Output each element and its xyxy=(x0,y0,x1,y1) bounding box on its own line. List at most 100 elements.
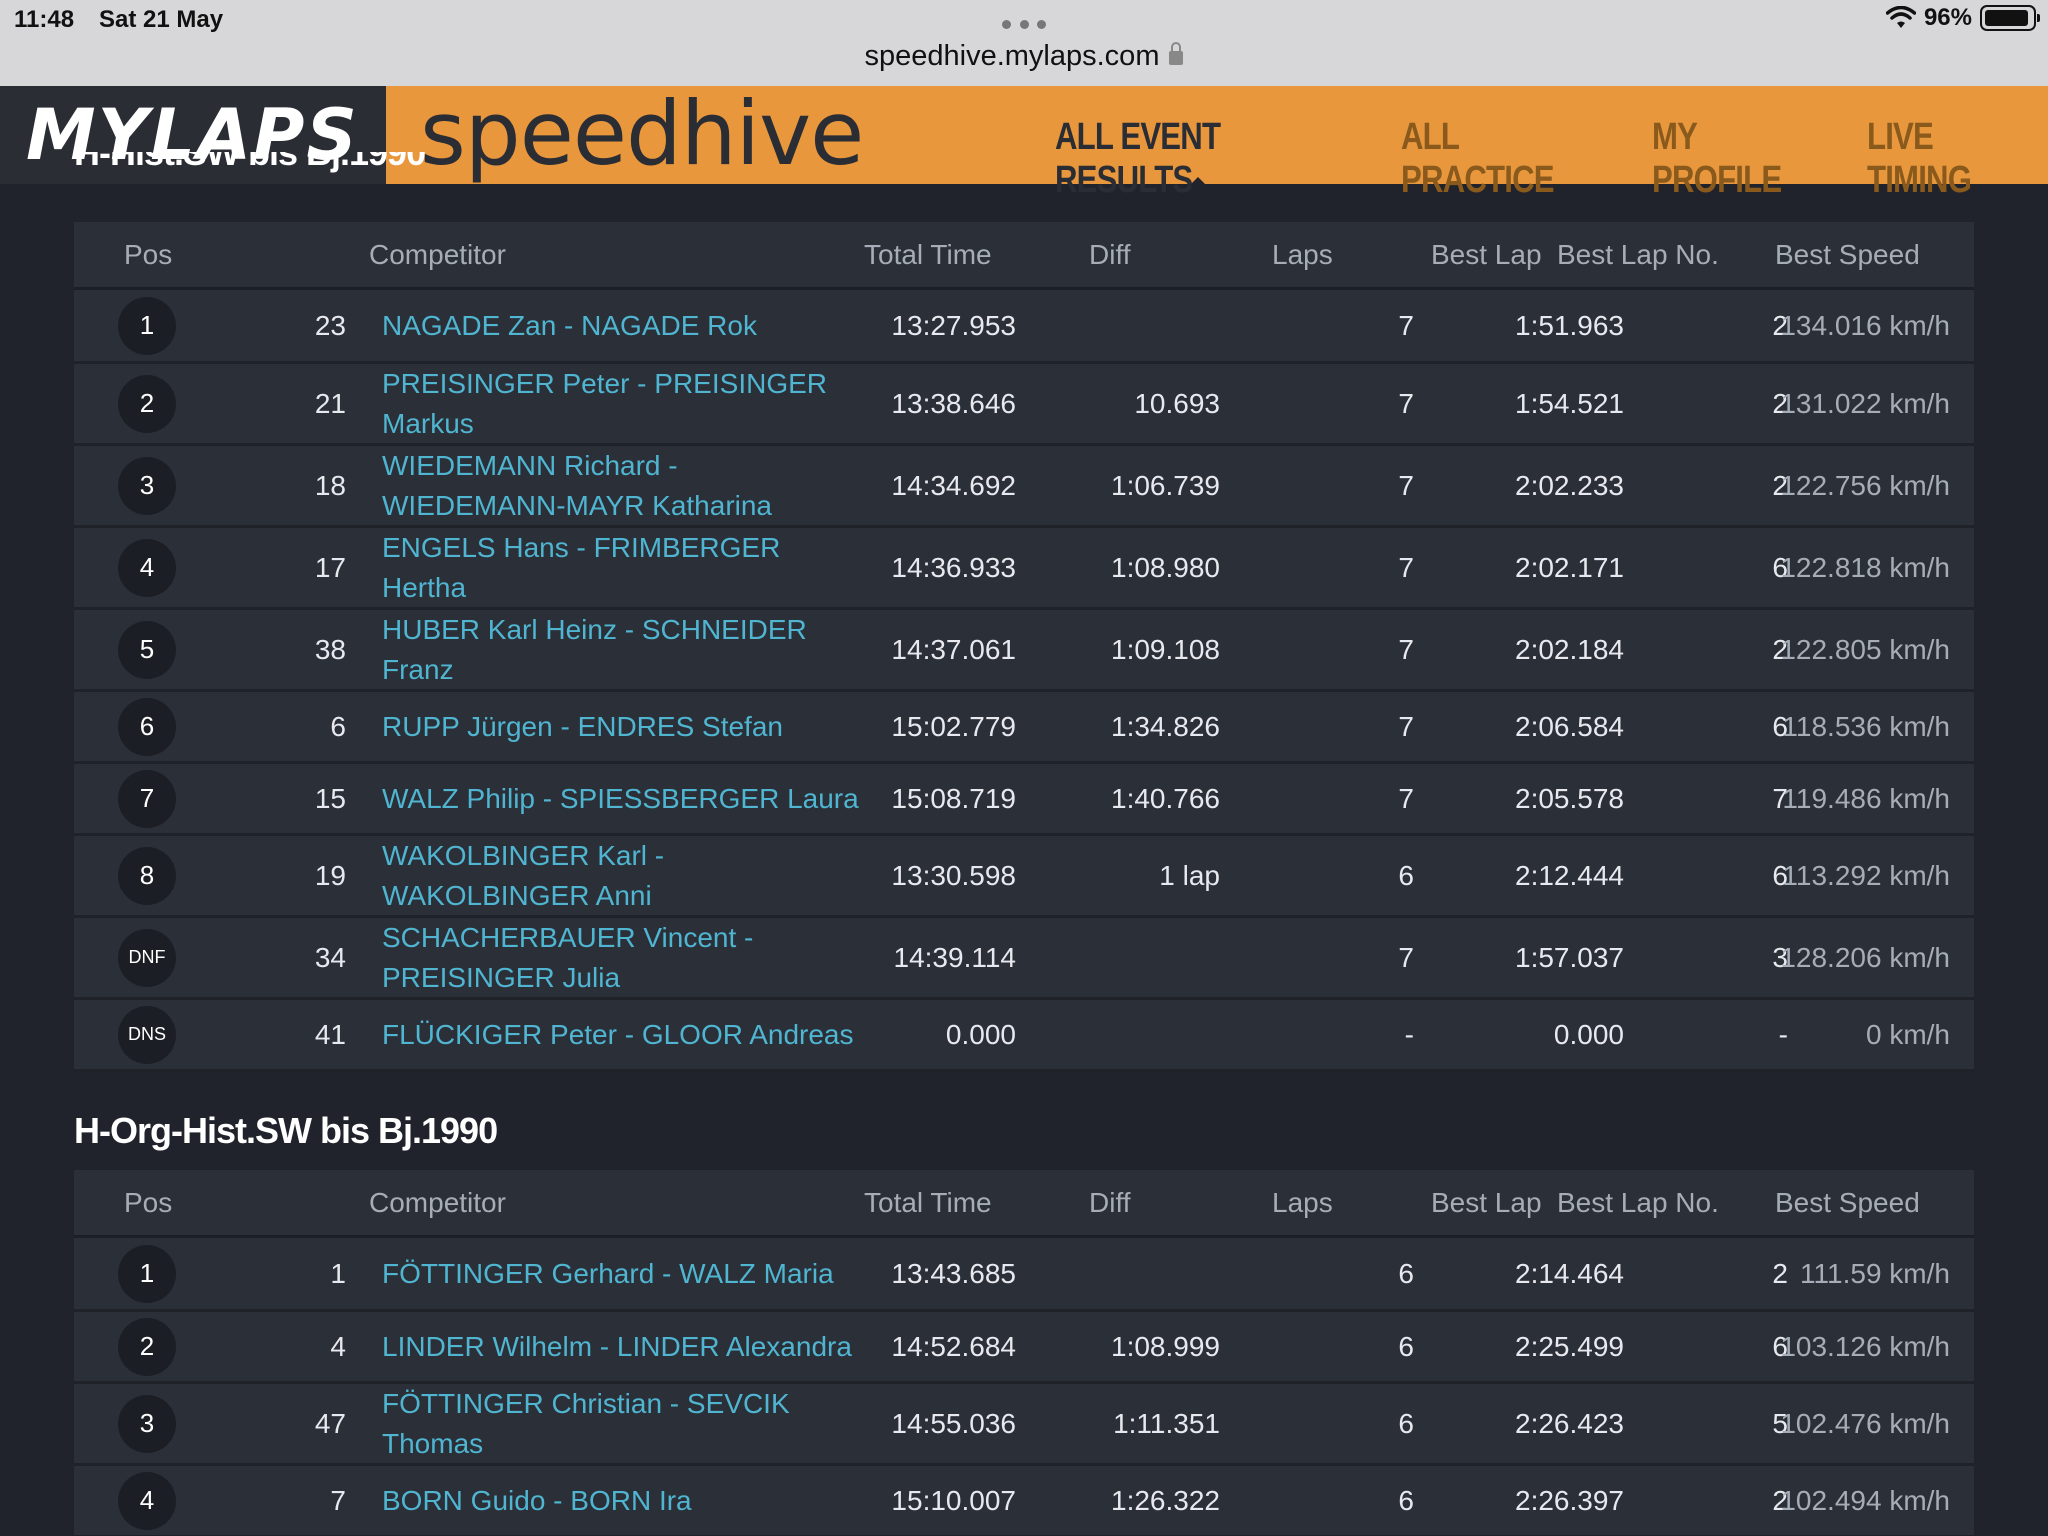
competitor-link[interactable]: WALZ Philip - SPIESSBERGER Laura xyxy=(382,782,859,814)
best-speed: 103.126 km/h xyxy=(1780,1330,1950,1362)
column-header[interactable]: Best Lap xyxy=(1431,1187,1542,1218)
competitor-link[interactable]: WAKOLBINGER Karl - WAKOLBINGER Anni xyxy=(382,839,665,911)
column-header[interactable]: Total Time xyxy=(864,1187,992,1218)
column-header[interactable]: Laps xyxy=(1272,1187,1333,1218)
time-diff: 1 lap xyxy=(1159,859,1220,891)
laps-count: 7 xyxy=(1398,710,1414,742)
competitor-link[interactable]: ENGELS Hans - FRIMBERGER Hertha xyxy=(382,531,781,603)
position-badge: DNS xyxy=(118,1005,176,1064)
address-bar[interactable]: speedhive.mylaps.com xyxy=(0,40,2048,73)
mylaps-logo[interactable]: MYLAPS xyxy=(0,86,386,184)
speedhive-logo[interactable]: speedhive xyxy=(420,82,864,185)
more-dots-icon[interactable] xyxy=(1002,20,1046,30)
laps-count: 6 xyxy=(1398,1330,1414,1362)
position-badge: 1 xyxy=(118,296,176,355)
car-number: 41 xyxy=(314,1018,346,1050)
competitor-link[interactable]: PREISINGER Peter - PREISINGER Markus xyxy=(382,367,827,439)
time-diff: 1:09.108 xyxy=(1111,633,1220,665)
clock: 11:48 xyxy=(14,6,75,33)
table-row[interactable]: 8 19 WAKOLBINGER Karl - WAKOLBINGER Anni 13… xyxy=(74,836,1974,918)
table-header: Pos Competitor Total Time Diff Laps Best Lap B… xyxy=(74,1170,1974,1238)
table-row[interactable]: 7 15 WALZ Philip - SPIESSBERGER Laura 15:08… xyxy=(74,764,1974,836)
laps-count: 7 xyxy=(1398,551,1414,583)
results-table: Pos Competitor Total Time Diff Laps Best Lap B… xyxy=(74,222,1974,1072)
column-header[interactable]: Diff xyxy=(1089,239,1131,270)
column-header[interactable]: Diff xyxy=(1089,1187,1131,1218)
best-lap-number: 2 xyxy=(1772,387,1788,419)
time-diff: 1:11.351 xyxy=(1113,1407,1220,1439)
column-header[interactable]: Laps xyxy=(1272,239,1333,270)
best-lap-number: 3 xyxy=(1772,941,1788,973)
competitor-link[interactable]: NAGADE Zan - NAGADE Rok xyxy=(382,309,757,341)
best-lap-number: 2 xyxy=(1772,1484,1788,1516)
column-header[interactable]: Total Time xyxy=(864,239,992,270)
best-lap: 2:06.584 xyxy=(1515,710,1624,742)
best-speed: 128.206 km/h xyxy=(1780,941,1950,973)
competitor-link[interactable]: SCHACHERBAUER Vincent - PREISINGER Julia xyxy=(382,921,754,993)
car-number: 18 xyxy=(314,469,346,501)
table-row[interactable]: 4 7 BORN Guido - BORN Ira 15:10.007 1:26.322… xyxy=(74,1466,1974,1536)
column-header[interactable]: Best Speed xyxy=(1775,239,1920,270)
total-time: 13:43.685 xyxy=(891,1257,1016,1289)
laps-count: 7 xyxy=(1398,633,1414,665)
table-row[interactable]: 4 17 ENGELS Hans - FRIMBERGER Hertha 14:36.… xyxy=(74,528,1974,610)
nav-all-practice[interactable]: ALL PRACTICE xyxy=(1400,116,1555,201)
best-lap-number: 2 xyxy=(1772,1257,1788,1289)
column-header[interactable]: Best Lap xyxy=(1431,239,1542,270)
car-number: 6 xyxy=(330,710,346,742)
column-header[interactable]: Best Lap No. xyxy=(1557,239,1719,270)
nav-all-event-results[interactable]: ALL EVENT RESULTS xyxy=(1055,116,1221,201)
table-row[interactable]: 3 18 WIEDEMANN Richard - WIEDEMANN-MAYR Ka… xyxy=(74,446,1974,528)
table-row[interactable]: 5 38 HUBER Karl Heinz - SCHNEIDER Franz 14:… xyxy=(74,610,1974,692)
section-title: H-Hist.SW bis Bj.1990 xyxy=(74,132,426,173)
best-speed: 122.756 km/h xyxy=(1780,469,1950,501)
wifi-icon xyxy=(1885,6,1916,28)
total-time: 14:34.692 xyxy=(891,469,1016,501)
nav-my-profile[interactable]: MY PROFILE xyxy=(1652,116,1782,201)
best-lap-number: 6 xyxy=(1772,551,1788,583)
column-header[interactable]: Best Speed xyxy=(1775,1187,1920,1218)
column-header[interactable]: Competitor xyxy=(369,1187,506,1218)
best-lap-number: 6 xyxy=(1772,859,1788,891)
total-time: 15:02.779 xyxy=(891,710,1016,742)
competitor-link[interactable]: FÖTTINGER Christian - SEVCIK Thomas xyxy=(382,1387,790,1459)
main-nav: ALL EVENT RESULTS ALL PRACTICE MY PROFIL… xyxy=(1055,116,2048,202)
car-number: 4 xyxy=(330,1330,346,1362)
column-header[interactable]: Pos xyxy=(124,239,173,270)
competitor-link[interactable]: LINDER Wilhelm - LINDER Alexandra xyxy=(382,1330,852,1362)
table-row[interactable]: 1 1 FÖTTINGER Gerhard - WALZ Maria 13:43.68… xyxy=(74,1238,1974,1312)
table-row[interactable]: DNS 41 FLÜCKIGER Peter - GLOOR Andreas 0.00… xyxy=(74,1000,1974,1072)
competitor-link[interactable]: WIEDEMANN Richard - WIEDEMANN-MAYR Katha… xyxy=(382,449,773,521)
best-lap: 2:12.444 xyxy=(1515,859,1624,891)
best-speed: 111.59 km/h xyxy=(1800,1257,1950,1289)
competitor-link[interactable]: FÖTTINGER Gerhard - WALZ Maria xyxy=(382,1257,834,1289)
laps-count: 7 xyxy=(1398,469,1414,501)
column-header[interactable]: Pos xyxy=(124,1187,173,1218)
nav-live-timing[interactable]: LIVE TIMING xyxy=(1867,116,1972,201)
table-row[interactable]: 2 4 LINDER Wilhelm - LINDER Alexandra 14:52… xyxy=(74,1312,1974,1384)
position-badge: 3 xyxy=(118,1394,176,1453)
position-badge: 2 xyxy=(118,1317,176,1376)
best-speed: 0 km/h xyxy=(1865,1018,1950,1050)
competitor-link[interactable]: BORN Guido - BORN Ira xyxy=(382,1484,692,1516)
competitor-link[interactable]: FLÜCKIGER Peter - GLOOR Andreas xyxy=(382,1018,854,1050)
column-header[interactable]: Competitor xyxy=(369,239,506,270)
best-lap: 2:14.464 xyxy=(1515,1257,1624,1289)
best-lap: 2:26.397 xyxy=(1515,1484,1624,1516)
competitor-link[interactable]: RUPP Jürgen - ENDRES Stefan xyxy=(382,710,783,742)
best-speed: 118.536 km/h xyxy=(1782,710,1950,742)
best-lap-number: 6 xyxy=(1772,1330,1788,1362)
table-row[interactable]: DNF 34 SCHACHERBAUER Vincent - PREISINGER … xyxy=(74,918,1974,1000)
table-row[interactable]: 3 47 FÖTTINGER Christian - SEVCIK Thomas 14… xyxy=(74,1384,1974,1466)
table-row[interactable]: 6 6 RUPP Jürgen - ENDRES Stefan 15:02.779 1:… xyxy=(74,692,1974,764)
table-row[interactable]: 1 23 NAGADE Zan - NAGADE Rok 13:27.953 7 1:51… xyxy=(74,290,1974,364)
best-speed: 119.486 km/h xyxy=(1782,782,1950,814)
best-speed: 134.016 km/h xyxy=(1780,309,1950,341)
column-header[interactable]: Best Lap No. xyxy=(1557,1187,1719,1218)
table-row[interactable]: 2 21 PREISINGER Peter - PREISINGER Markus 1… xyxy=(74,364,1974,446)
laps-count: 6 xyxy=(1398,859,1414,891)
battery-icon xyxy=(1980,5,2040,31)
competitor-link[interactable]: HUBER Karl Heinz - SCHNEIDER Franz xyxy=(382,613,807,685)
laps-count: 6 xyxy=(1398,1257,1414,1289)
total-time: 15:08.719 xyxy=(891,782,1016,814)
